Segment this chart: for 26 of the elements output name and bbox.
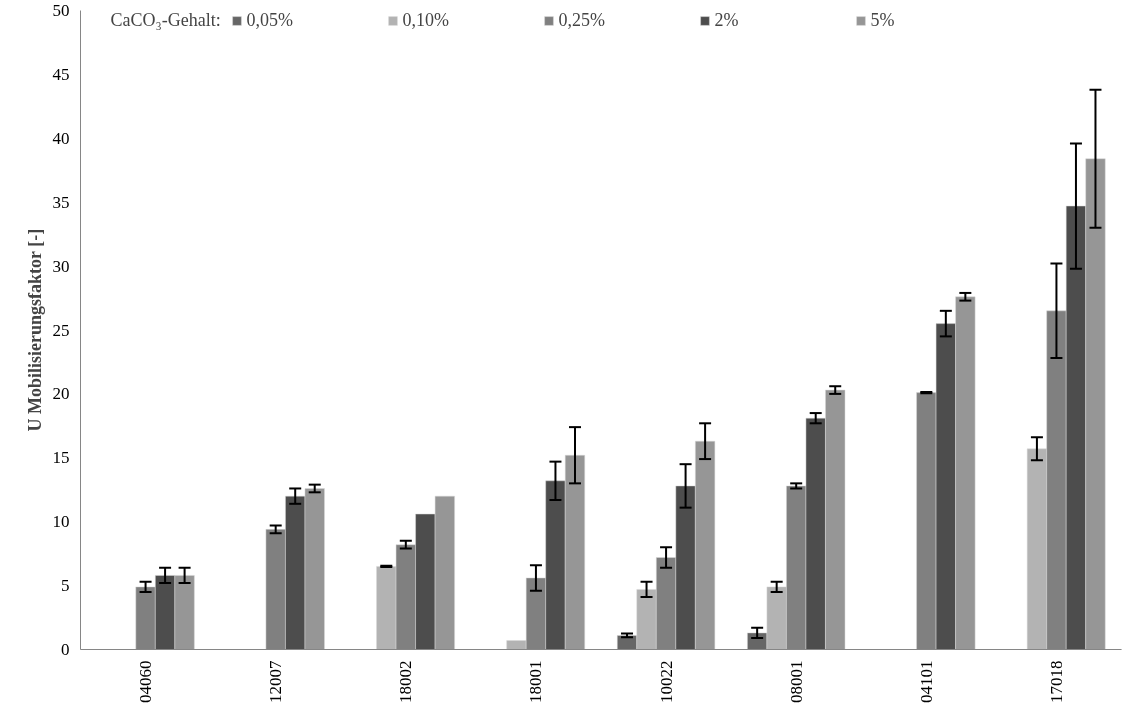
y-tick-label: 35 — [52, 192, 70, 212]
y-axis-title: U Mobilisierungsfaktor [-] — [24, 228, 45, 432]
legend-label: 0,25% — [558, 10, 606, 31]
legend-label: 5% — [870, 10, 896, 31]
y-tick-label: 15 — [52, 448, 70, 468]
y-tick-label: 50 — [52, 1, 70, 20]
x-tick-label: 17018 — [1046, 660, 1066, 703]
y-tick-label: 25 — [52, 320, 70, 340]
x-tick-label: 10022 — [656, 660, 676, 703]
y-tick-label: 0 — [61, 640, 70, 659]
legend-label: 0,05% — [246, 10, 294, 31]
y-tick-label: 40 — [52, 128, 70, 148]
legend-label: 0,10% — [402, 10, 450, 31]
y-tick-label: 30 — [52, 256, 70, 276]
y-tick-label: 5 — [61, 576, 70, 596]
legend-label: 2% — [714, 10, 740, 31]
x-tick-label: 18002 — [396, 660, 416, 703]
y-tick-label: 20 — [52, 384, 70, 404]
x-tick-label: 04101 — [916, 660, 936, 703]
x-tick-label: 18001 — [526, 660, 546, 703]
legend-title: CaCO₃-Gehalt: — [110, 9, 221, 30]
y-tick-label: 10 — [52, 512, 70, 532]
y-tick-label: 45 — [52, 64, 70, 84]
x-tick-label: 08001 — [786, 660, 806, 703]
x-tick-label: 12007 — [266, 660, 286, 703]
x-tick-label: 04060 — [136, 660, 156, 703]
